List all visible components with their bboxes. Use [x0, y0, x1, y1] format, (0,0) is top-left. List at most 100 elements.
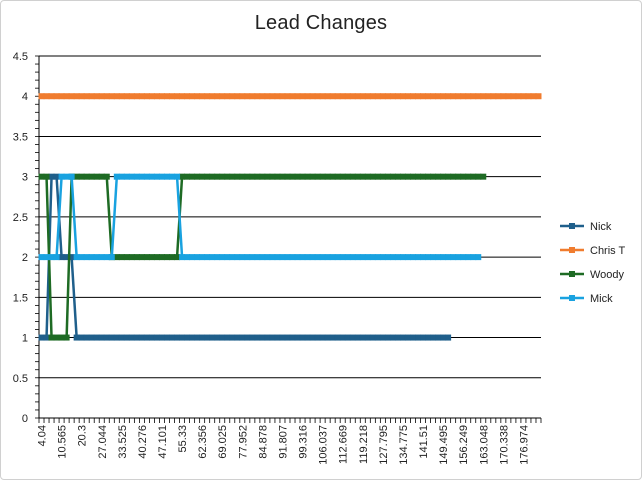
data-point-woody: [204, 173, 211, 180]
data-point-chris-t: [485, 93, 492, 100]
data-point-mick: [239, 254, 246, 261]
data-point-nick: [88, 334, 95, 341]
data-point-chris-t: [209, 93, 216, 100]
data-point-chris-t: [48, 93, 55, 100]
data-point-woody: [455, 173, 462, 180]
data-point-chris-t: [194, 93, 201, 100]
data-point-mick: [384, 254, 391, 261]
data-point-chris-t: [254, 93, 261, 100]
data-point-chris-t: [189, 93, 196, 100]
data-point-nick: [404, 334, 411, 341]
data-point-mick: [214, 254, 221, 261]
data-point-nick: [435, 334, 442, 341]
data-point-mick: [264, 254, 271, 261]
data-point-mick: [394, 254, 401, 261]
data-point-woody: [184, 173, 191, 180]
data-point-nick: [369, 334, 376, 341]
data-point-mick: [63, 173, 70, 180]
y-tick-label-5: 2.5: [13, 212, 28, 224]
data-point-mick: [289, 254, 296, 261]
x-tick-label-8: 62.356: [197, 425, 209, 459]
legend-marker-nick: [569, 223, 575, 229]
data-point-chris-t: [63, 93, 70, 100]
data-point-nick: [219, 334, 226, 341]
data-point-chris-t: [505, 93, 512, 100]
data-point-nick: [319, 334, 326, 341]
data-point-nick: [78, 334, 85, 341]
data-point-woody: [294, 173, 301, 180]
data-point-chris-t: [88, 93, 95, 100]
data-point-woody: [219, 173, 226, 180]
data-point-chris-t: [199, 93, 206, 100]
data-point-woody: [73, 173, 80, 180]
data-point-nick: [204, 334, 211, 341]
data-point-chris-t: [359, 93, 366, 100]
x-tick-label-13: 99.316: [298, 425, 310, 459]
data-point-chris-t: [470, 93, 477, 100]
data-point-woody: [374, 173, 381, 180]
data-point-nick: [239, 334, 246, 341]
data-point-mick: [204, 254, 211, 261]
data-point-mick: [138, 173, 145, 180]
x-tick-label-23: 170.338: [498, 425, 510, 465]
data-point-woody: [169, 254, 176, 261]
data-point-chris-t: [174, 93, 181, 100]
data-point-mick: [294, 254, 301, 261]
data-point-mick: [113, 173, 120, 180]
data-point-woody: [299, 173, 306, 180]
data-point-nick: [143, 334, 150, 341]
data-point-chris-t: [229, 93, 236, 100]
data-point-chris-t: [214, 93, 221, 100]
data-point-mick: [319, 254, 326, 261]
data-point-chris-t: [465, 93, 472, 100]
data-point-chris-t: [138, 93, 145, 100]
y-tick-label-4: 2: [22, 252, 28, 264]
data-point-woody: [209, 173, 216, 180]
data-point-mick: [435, 254, 442, 261]
data-point-nick: [304, 334, 311, 341]
data-point-nick: [324, 334, 331, 341]
data-point-chris-t: [279, 93, 286, 100]
data-point-mick: [209, 254, 216, 261]
data-point-mick: [88, 254, 95, 261]
data-point-nick: [224, 334, 231, 341]
x-tick-label-11: 84.878: [257, 425, 269, 459]
data-point-woody: [284, 173, 291, 180]
data-point-nick: [194, 334, 201, 341]
y-tick-label-1: 0.5: [13, 373, 28, 385]
data-point-woody: [334, 173, 341, 180]
data-point-nick: [309, 334, 316, 341]
data-point-woody: [58, 334, 65, 341]
data-point-mick: [93, 254, 100, 261]
data-point-mick: [189, 254, 196, 261]
data-point-mick: [199, 254, 206, 261]
data-point-nick: [364, 334, 371, 341]
data-point-mick: [409, 254, 416, 261]
data-point-mick: [460, 254, 467, 261]
data-point-chris-t: [158, 93, 165, 100]
x-tick-label-21: 156.249: [458, 425, 470, 465]
data-point-chris-t: [204, 93, 211, 100]
data-point-mick: [475, 254, 482, 261]
data-point-mick: [354, 254, 361, 261]
data-point-nick: [420, 334, 427, 341]
data-point-mick: [344, 254, 351, 261]
data-point-chris-t: [415, 93, 422, 100]
data-point-chris-t: [78, 93, 85, 100]
data-point-chris-t: [510, 93, 517, 100]
data-point-mick: [404, 254, 411, 261]
data-point-woody: [435, 173, 442, 180]
data-point-nick: [409, 334, 416, 341]
data-point-mick: [153, 173, 160, 180]
data-point-nick: [334, 334, 341, 341]
data-point-chris-t: [83, 93, 90, 100]
data-point-nick: [209, 334, 216, 341]
data-point-nick: [108, 334, 115, 341]
data-point-woody: [269, 173, 276, 180]
data-point-mick: [179, 254, 186, 261]
y-tick-label-9: 4.5: [13, 51, 28, 63]
data-point-nick: [244, 334, 251, 341]
data-point-mick: [68, 173, 75, 180]
data-point-chris-t: [294, 93, 301, 100]
data-point-nick: [314, 334, 321, 341]
